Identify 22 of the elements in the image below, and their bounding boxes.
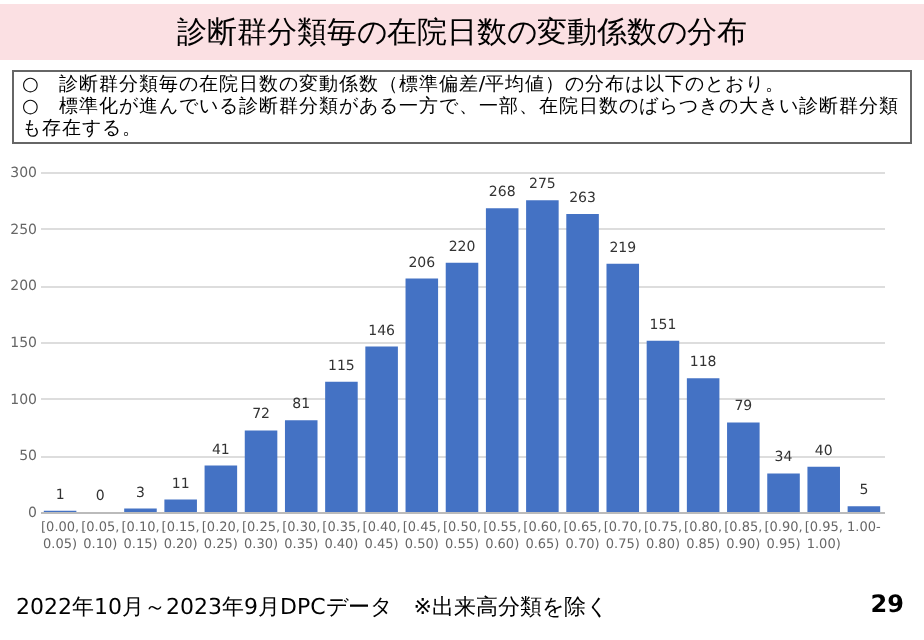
bar bbox=[646, 340, 680, 512]
bar bbox=[727, 422, 760, 512]
chart-subtitle: ○ 診断群分類毎の在院日数の変動係数（標準偏差/平均値）の分布は以下のとおり。 ○ 標準化が進んでいる診断群分類がある一方で、一部、在院日数のばらつきの大きい診断群分類も存在する。 bbox=[12, 70, 912, 144]
bar bbox=[325, 381, 358, 512]
text: 29 bbox=[870, 590, 904, 618]
text: 2022年10月～2023年9月DPCデータ ※出来高分類を除く bbox=[16, 592, 608, 622]
bar bbox=[606, 263, 640, 512]
bar bbox=[807, 466, 840, 512]
bar bbox=[847, 506, 881, 512]
bar bbox=[526, 200, 559, 512]
chart-title: 診断群分類毎の在院日数の変動係数の分布 bbox=[0, 4, 924, 60]
bar bbox=[566, 213, 599, 512]
bar bbox=[204, 465, 238, 512]
bar bbox=[686, 378, 720, 512]
bar bbox=[445, 262, 479, 512]
bar bbox=[244, 430, 278, 512]
bar bbox=[284, 420, 318, 512]
bar bbox=[485, 208, 519, 512]
bar bbox=[405, 278, 439, 512]
bar bbox=[164, 499, 197, 512]
bar bbox=[365, 346, 398, 512]
bar bbox=[767, 473, 800, 512]
